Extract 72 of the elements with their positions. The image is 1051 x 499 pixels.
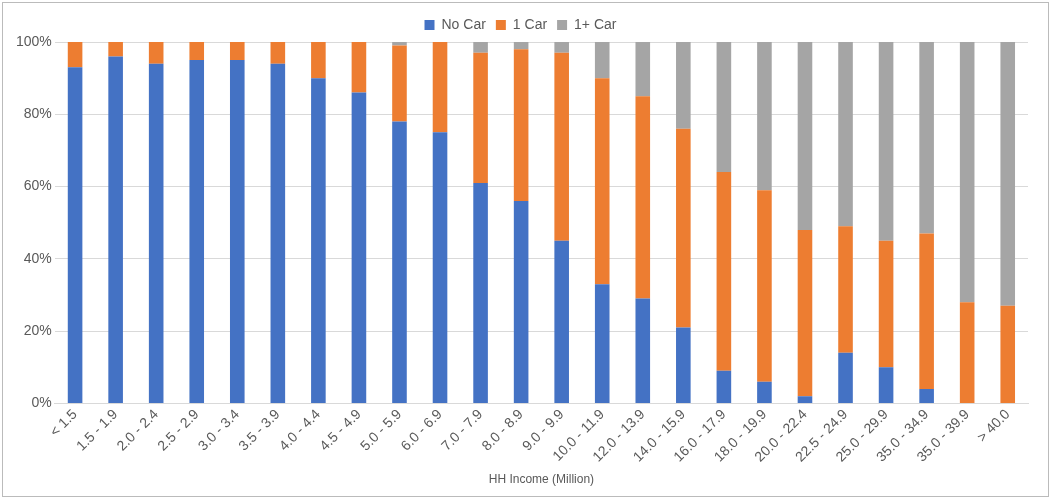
bar bbox=[716, 370, 732, 403]
bar bbox=[1000, 42, 1016, 306]
bar bbox=[270, 63, 286, 403]
bar bbox=[473, 52, 488, 183]
bar bbox=[919, 42, 934, 234]
bar bbox=[959, 302, 975, 403]
bar bbox=[797, 229, 813, 397]
bar bbox=[635, 42, 651, 97]
bar bbox=[351, 42, 367, 93]
bar bbox=[797, 42, 813, 230]
bar bbox=[716, 42, 732, 173]
bar bbox=[635, 96, 651, 299]
y-tick-label: 60% bbox=[23, 177, 52, 194]
legend-label: 1 Car bbox=[512, 15, 548, 32]
bar bbox=[676, 327, 691, 403]
bar bbox=[594, 78, 610, 285]
bar bbox=[148, 63, 164, 403]
bar bbox=[67, 42, 83, 68]
bar bbox=[878, 42, 894, 241]
y-tick-label: 100% bbox=[15, 32, 52, 49]
bar bbox=[838, 352, 853, 403]
bar bbox=[473, 182, 488, 403]
bar bbox=[716, 172, 732, 371]
bar bbox=[757, 190, 772, 382]
bar bbox=[311, 42, 326, 79]
bar bbox=[878, 367, 894, 403]
bar bbox=[919, 388, 934, 403]
bar bbox=[189, 60, 205, 403]
bar bbox=[797, 396, 813, 403]
bar bbox=[148, 42, 164, 64]
y-tick-label: 20% bbox=[23, 321, 52, 338]
bar bbox=[594, 284, 610, 403]
bar bbox=[432, 132, 448, 403]
bar bbox=[513, 42, 529, 50]
bar bbox=[392, 45, 407, 122]
y-tick-label: 80% bbox=[23, 105, 52, 122]
bar bbox=[513, 201, 529, 403]
bar bbox=[108, 56, 123, 403]
bar bbox=[432, 42, 448, 133]
bar bbox=[513, 49, 529, 202]
bar bbox=[229, 60, 245, 403]
bar bbox=[1000, 305, 1016, 403]
bar bbox=[554, 52, 569, 241]
bar bbox=[757, 381, 772, 403]
bar bbox=[676, 42, 691, 129]
bar bbox=[189, 42, 205, 61]
bar bbox=[757, 42, 772, 191]
bar bbox=[554, 240, 569, 403]
bar bbox=[635, 298, 651, 403]
bar bbox=[270, 42, 286, 64]
x-axis-title: HH Income (Million) bbox=[488, 472, 595, 487]
bar bbox=[838, 42, 853, 227]
bar bbox=[473, 42, 488, 53]
bar bbox=[392, 121, 407, 403]
x-tick-label: > 40.0 bbox=[973, 405, 1013, 445]
bar bbox=[229, 42, 245, 61]
bar bbox=[594, 42, 610, 79]
bar bbox=[392, 42, 407, 46]
bar bbox=[351, 92, 367, 403]
legend-label: 1+ Car bbox=[574, 15, 617, 32]
bar bbox=[959, 42, 975, 303]
legend-label: No Car bbox=[441, 15, 487, 32]
bar bbox=[919, 233, 934, 389]
bar bbox=[67, 67, 83, 403]
bar bbox=[838, 226, 853, 353]
bar bbox=[108, 42, 123, 57]
y-tick-label: 0% bbox=[31, 394, 52, 411]
bar bbox=[554, 42, 569, 53]
bar bbox=[676, 128, 691, 328]
bar bbox=[311, 78, 326, 403]
y-tick-label: 40% bbox=[23, 249, 52, 266]
bar bbox=[878, 240, 894, 368]
